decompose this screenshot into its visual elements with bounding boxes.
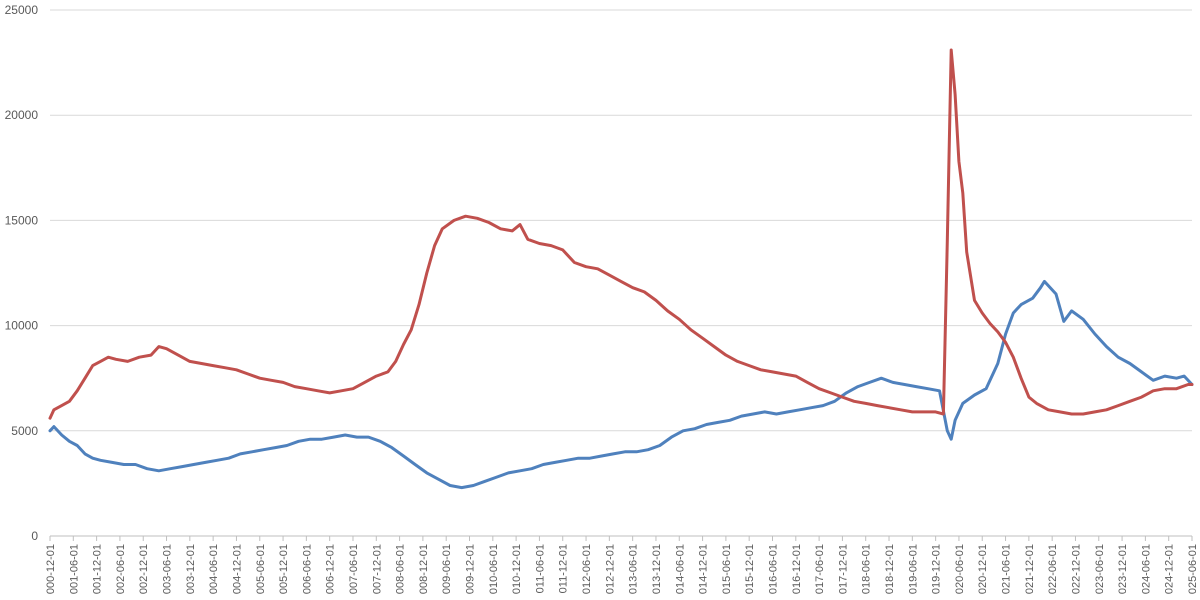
x-tick-label: 023-12-01 <box>1117 544 1129 594</box>
x-tick-label: 020-12-01 <box>977 544 989 594</box>
x-tick-label: 022-06-01 <box>1047 544 1059 594</box>
gridlines <box>50 9 1192 432</box>
series-line-1 <box>48 279 1194 490</box>
x-tick-label: 024-06-01 <box>1140 544 1152 594</box>
x-tick-label: 015-12-01 <box>744 544 756 594</box>
x-tick-label: 002-06-01 <box>115 544 127 594</box>
x-tick-label: 012-06-01 <box>581 544 593 594</box>
x-tick-label: 013-12-01 <box>651 544 663 594</box>
x-tick-label: 012-12-01 <box>604 544 616 594</box>
x-tick-label: 005-06-01 <box>255 544 267 594</box>
x-tick-label: 010-06-01 <box>488 544 500 594</box>
x-tick-label: 015-06-01 <box>721 544 733 594</box>
y-axis-labels: 0 5000 10000 15000 20000 25000 <box>5 3 39 543</box>
y-tick-label: 25000 <box>5 3 39 17</box>
x-tick-label: 016-06-01 <box>767 544 779 594</box>
x-tick-label: 021-06-01 <box>1001 544 1013 594</box>
x-tick-label: 001-12-01 <box>92 544 104 594</box>
x-tick-label: 001-06-01 <box>68 544 80 594</box>
x-tick-label: 009-12-01 <box>465 544 477 594</box>
y-tick-label: 20000 <box>5 108 39 122</box>
x-tick-label: 011-12-01 <box>558 544 570 593</box>
x-tick-label: 009-06-01 <box>441 544 453 594</box>
x-tick-label: 023-06-01 <box>1094 544 1106 594</box>
x-tick-label: 013-06-01 <box>628 544 640 594</box>
x-tick-label: 008-06-01 <box>395 544 407 594</box>
x-tick-label: 017-06-01 <box>814 544 826 594</box>
y-tick-label: 15000 <box>5 213 39 227</box>
x-tick-label: 008-12-01 <box>418 544 430 594</box>
x-tick-label: 007-06-01 <box>348 544 360 594</box>
x-tick-label: 019-06-01 <box>907 544 919 594</box>
x-tick-label: 021-12-01 <box>1024 544 1036 594</box>
x-tick-label: 018-12-01 <box>884 544 896 594</box>
x-tick-label: 024-12-01 <box>1164 544 1176 594</box>
x-tick-label: 016-12-01 <box>791 544 803 594</box>
series-lines <box>48 48 1194 490</box>
y-tick-label: 5000 <box>11 424 38 438</box>
x-tick-label: 025-06-01 <box>1187 544 1199 594</box>
x-tick-label: 007-12-01 <box>371 544 383 594</box>
x-tick-label: 011-06-01 <box>534 544 546 593</box>
x-tick-label: 002-12-01 <box>138 544 150 594</box>
y-tick-label: 0 <box>31 529 38 543</box>
x-tick-label: 020-06-01 <box>954 544 966 594</box>
x-tick-label: 006-12-01 <box>325 544 337 594</box>
x-tick-label: 000-12-01 <box>45 544 57 594</box>
x-tick-label: 014-12-01 <box>698 544 710 594</box>
x-tick-label: 018-06-01 <box>861 544 873 594</box>
x-axis: 000-12-01 001-06-01 001-12-01 002-06-01 002-… <box>45 535 1199 594</box>
x-tick-label: 006-06-01 <box>301 544 313 594</box>
x-tick-label: 019-12-01 <box>931 544 943 594</box>
y-tick-label: 10000 <box>5 319 39 333</box>
x-tick-label: 003-06-01 <box>162 544 174 594</box>
x-tick-label: 010-12-01 <box>511 544 523 594</box>
x-tick-label: 022-12-01 <box>1070 544 1082 594</box>
x-tick-label: 003-12-01 <box>185 544 197 594</box>
x-tick-label: 014-06-01 <box>674 544 686 594</box>
series-line-2 <box>48 48 1194 420</box>
x-tick-label: 005-12-01 <box>278 544 290 594</box>
x-tick-label: 017-12-01 <box>837 544 849 594</box>
x-tick-label: 004-12-01 <box>231 544 243 594</box>
x-tick-label: 004-06-01 <box>208 544 220 594</box>
